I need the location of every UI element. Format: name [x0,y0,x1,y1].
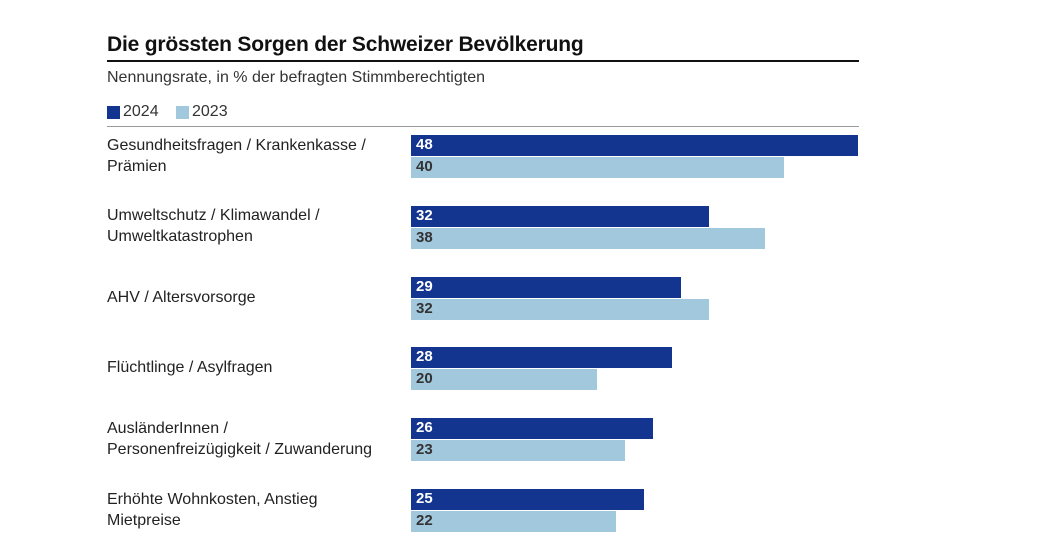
category-label: Flüchtlinge / Asylfragen [107,357,407,378]
category-label: AusländerInnen / Personenfreizügigkeit / … [107,418,407,460]
legend-swatch-2023 [176,106,189,119]
bar-value-label: 48 [416,136,433,153]
category-label-line: Prämien [107,157,167,175]
bar-2024 [411,205,709,227]
bar-2023 [411,440,625,462]
bar-value-label: 25 [416,490,433,507]
bar-value-label: 29 [416,277,433,295]
category-label-line: Umweltkatastrophen [107,228,253,246]
category-label-line: Personenfreizügigkeit / Zuwanderung [107,440,373,458]
legend-rule [107,126,859,127]
category-label-line: AHV / Altersvorsorge [107,288,256,306]
bar-2023 [411,511,616,532]
legend-label-2023: 2023 [192,103,228,120]
bar-value-label: 23 [416,441,433,459]
category-label: Gesundheitsfragen / Krankenkasse / Prämie… [107,135,407,177]
category-label: Erhöhte Wohnkosten, Anstieg Mietpreise [107,489,407,531]
bar-2023 [411,157,784,178]
bar-2024 [411,418,653,440]
bar-2023 [411,227,765,249]
bar-2024 [411,347,672,369]
bar-value-label: 32 [416,206,433,224]
bar-value-label: 32 [416,299,433,317]
title-rule [107,60,859,62]
category-label-line: Umweltschutz / Klimawandel / [107,207,320,225]
legend-swatch-2024 [107,106,120,119]
bar-2024 [411,276,681,298]
bar-2024 [411,489,644,510]
category-label-line: AusländerInnen / [107,419,228,437]
category-label-line: Erhöhte Wohnkosten, Anstieg [107,490,318,508]
bar-2023 [411,369,597,391]
chart-subtitle: Nennungsrate, in % der befragten Stimmbe… [107,69,485,86]
category-label-line: Gesundheitsfragen / Krankenkasse / [107,136,366,154]
bar-2023 [411,298,709,320]
bar-value-label: 26 [416,419,433,437]
category-label: AHV / Altersvorsorge [107,287,407,308]
category-label-line: Flüchtlinge / Asylfragen [107,359,273,377]
bar-value-label: 28 [416,348,433,366]
bar-value-label: 22 [416,512,433,529]
category-label-line: Mietpreise [107,511,181,529]
bar-value-label: 38 [416,228,433,246]
bar-2024 [411,135,858,156]
legend-label-2024: 2024 [123,103,159,120]
bar-value-label: 20 [416,370,433,388]
category-label: Umweltschutz / Klimawandel / Umweltkatast… [107,205,407,247]
bar-value-label: 40 [416,158,433,175]
chart-title: Die grössten Sorgen der Schweizer Bevölk… [107,33,584,56]
